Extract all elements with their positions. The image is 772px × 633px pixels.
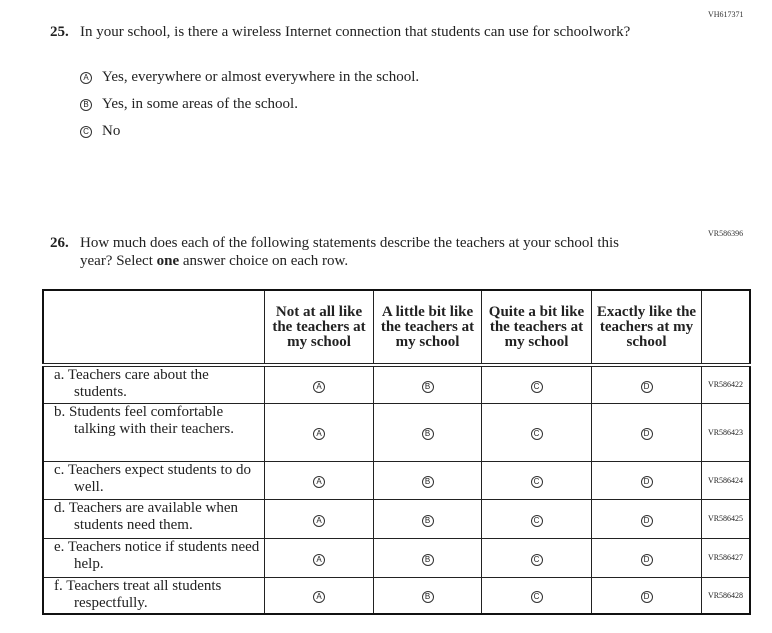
item-code: VR586427 [701,537,751,578]
radio-bubble-icon[interactable]: A [80,71,92,84]
column-header: Quite a bit like the teachers at my scho… [481,289,592,367]
radio-bubble-icon[interactable]: A [313,476,325,488]
radio-bubble-icon[interactable]: C [530,428,543,440]
option-b[interactable]: B Yes, in some areas of the school. [80,96,298,113]
item-code: VR586396 [708,229,744,238]
radio-bubble-icon[interactable]: A [313,591,325,604]
row-label: c. Teachers expect students to do well. [54,461,251,495]
option-label: Yes, in some areas of the school. [102,96,298,112]
radio-bubble-icon[interactable]: B [421,553,434,566]
row-label: a. Teachers care about the students. [54,367,209,400]
question-number: 25. [50,24,69,40]
table-row: d. Teachers are available when students … [42,498,751,539]
table-row: a. Teachers care about the students. A B C D… [42,364,751,404]
option-a[interactable]: A Yes, everywhere or almost everywhere in… [80,69,419,86]
radio-bubble-icon[interactable]: D [640,553,653,566]
radio-bubble-icon[interactable]: D [640,514,653,527]
table-row: b. Students feel comfortable talking wit… [42,402,751,462]
item-code: VR586424 [701,460,751,500]
header-blank [42,289,265,367]
radio-bubble-icon[interactable]: A [313,514,325,527]
option-label: Yes, everywhere or almost everywhere in … [102,69,420,85]
question-number: 26. [50,235,69,251]
radio-bubble-icon[interactable]: B [421,428,434,440]
question-text: How much does each of the following stat… [80,235,620,269]
item-code: VR586428 [701,576,751,615]
radio-bubble-icon[interactable]: C [530,380,543,393]
column-header: Exactly like the teachers at my school [591,289,702,367]
radio-bubble-icon[interactable]: D [640,591,653,604]
radio-bubble-icon[interactable]: B [421,380,434,393]
item-code: VR586422 [701,364,751,404]
row-label: f. Teachers treat all students respectfu… [54,577,222,611]
radio-bubble-icon[interactable]: B [421,514,434,527]
radio-bubble-icon[interactable]: B [421,591,434,604]
code-column-header [701,289,751,367]
radio-bubble-icon[interactable]: A [313,428,325,440]
radio-bubble-icon[interactable]: C [530,476,543,488]
column-header: A little bit like the teachers at my sch… [373,289,482,367]
radio-bubble-icon[interactable]: B [80,98,92,111]
item-code: VR586423 [701,402,751,462]
radio-bubble-icon[interactable]: D [640,476,653,488]
radio-bubble-icon[interactable]: D [640,380,653,393]
option-label: No [102,123,121,139]
radio-bubble-icon[interactable]: C [80,125,92,138]
radio-bubble-icon[interactable]: A [313,553,325,566]
item-code: VH617371 [708,10,744,19]
table-row: c. Teachers expect students to do well. A… [42,460,751,500]
row-label: d. Teachers are available when students … [54,499,238,533]
radio-bubble-icon[interactable]: C [530,591,543,604]
question-25: 25. In your school, is there a wireless I… [50,23,640,41]
radio-bubble-icon[interactable]: B [421,476,434,488]
radio-bubble-icon[interactable]: C [530,553,543,566]
radio-bubble-icon[interactable]: C [530,514,543,527]
row-label: b. Students feel comfortable talking wit… [54,403,234,437]
item-code: VR586425 [701,498,751,539]
response-grid: Not at all like the teachers at my schoo… [42,289,751,615]
radio-bubble-icon[interactable]: A [313,380,325,393]
radio-bubble-icon[interactable]: D [640,428,653,440]
question-text: In your school, is there a wireless Inte… [80,24,631,40]
row-label: e. Teachers notice if students need help… [54,538,260,572]
table-row: e. Teachers notice if students need help… [42,537,751,578]
column-header: Not at all like the teachers at my schoo… [264,289,374,367]
table-row: f. Teachers treat all students respectfu… [42,576,751,615]
option-c[interactable]: C No [80,123,120,140]
question-26: 26. How much does each of the following s… [50,234,640,270]
